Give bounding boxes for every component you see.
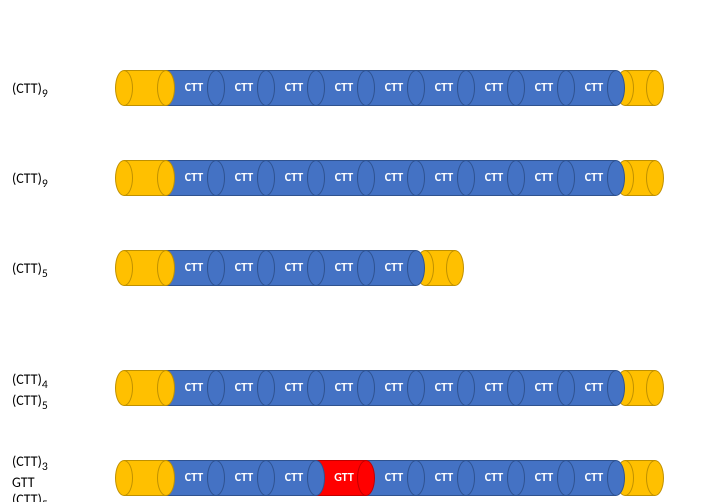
label-part: (CTT): [12, 491, 42, 502]
label-part: (CTT): [12, 170, 42, 187]
row-3-yellow-left: [115, 370, 175, 406]
row-2-label: (CTT)5: [12, 260, 48, 281]
label-part: (CTT): [12, 453, 42, 470]
row-4-label: (CTT)3GTT(CTT)5: [12, 453, 48, 502]
label-sub: 4: [42, 378, 48, 392]
row-0-label: (CTT)9: [12, 80, 48, 101]
label-part: (CTT): [12, 260, 42, 277]
label-part: (CTT): [12, 80, 42, 97]
label-sub: 5: [42, 399, 48, 413]
label-sub: 5: [42, 498, 48, 502]
row-1-label: (CTT)9: [12, 170, 48, 191]
row-1-yellow-left: [115, 160, 175, 196]
label-part: (CTT): [12, 371, 42, 388]
row-2-yellow-left: [115, 250, 175, 286]
row-3-label: (CTT)4(CTT)5: [12, 371, 48, 414]
label-part: (CTT): [12, 392, 42, 409]
label-sub: 9: [42, 86, 48, 100]
label-part: GTT: [12, 474, 35, 491]
label-sub: 3: [42, 459, 48, 473]
label-sub: 9: [42, 176, 48, 190]
row-4-yellow-left: [115, 460, 175, 496]
row-0-yellow-left: [115, 70, 175, 106]
label-sub: 5: [42, 266, 48, 280]
